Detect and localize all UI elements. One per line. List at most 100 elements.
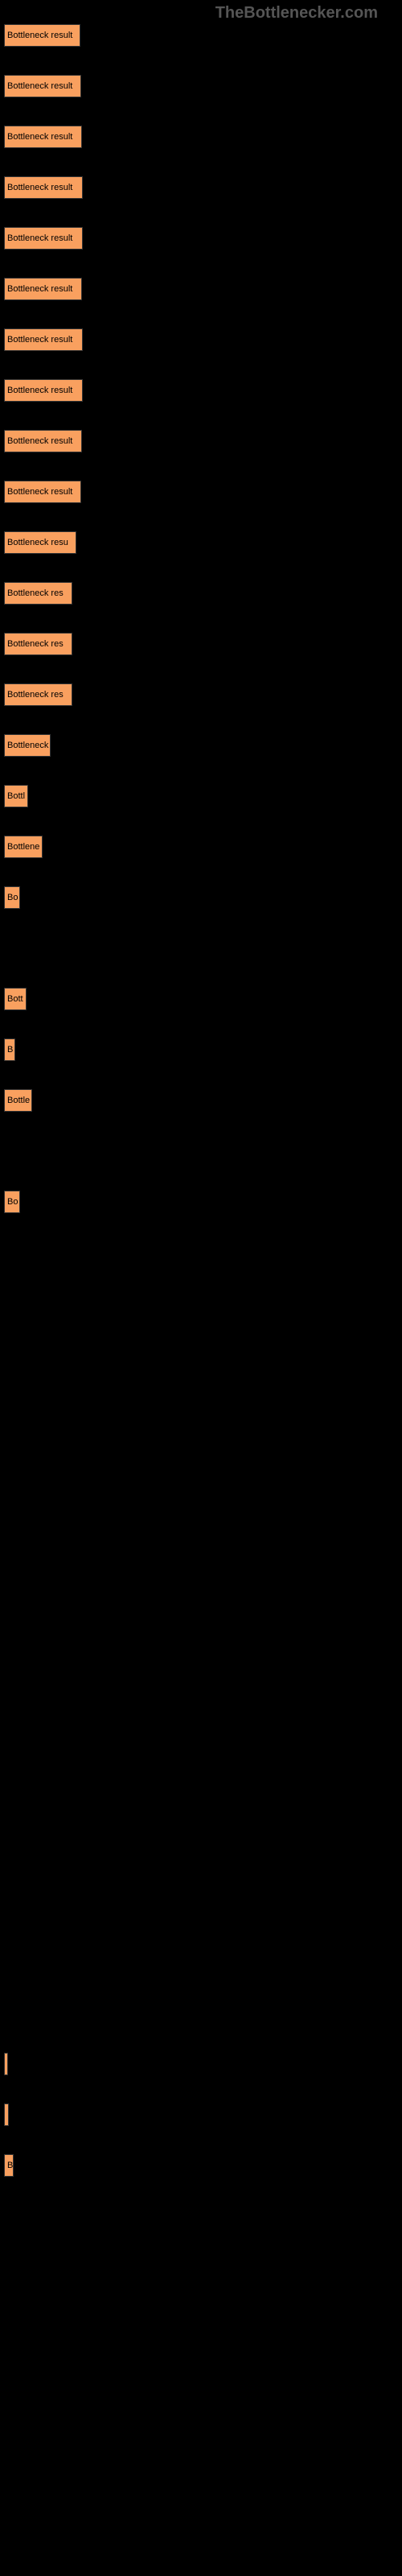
chart-bar: Bottleneck res [4,582,72,605]
bar-label: Bottlene [7,842,39,852]
chart-bar: Bottleneck result [4,75,81,97]
chart-bar: B [4,2154,14,2177]
bar-row [4,2408,402,2430]
bar-label: Bottleneck [7,741,48,750]
bar-row [4,1647,402,1670]
bar-row [4,1292,402,1315]
bar-label: B [7,1045,13,1055]
bar-row [4,1444,402,1467]
chart-bar [4,2103,9,2126]
bar-row: Bottleneck [4,734,402,757]
bar-label: Bottleneck result [7,487,72,497]
chart-bar [4,2053,8,2075]
bar-label: Bottleneck result [7,436,72,446]
bar-row [4,2002,402,2025]
watermark-text: TheBottlenecker.com [215,4,378,23]
bar-row [4,1495,402,1517]
chart-bar: Bottleneck result [4,176,83,199]
bar-row [4,1799,402,1822]
chart-bar: Bottl [4,785,28,807]
bar-label: Bottleneck result [7,31,72,40]
chart-bar: Bottleneck result [4,24,80,47]
bar-label: Bottleneck result [7,81,72,91]
bar-row: Bottleneck result [4,24,402,47]
bar-row [4,1748,402,1771]
bar-label: Bottleneck res [7,588,64,598]
bar-row: Bottleneck result [4,75,402,97]
bar-row [4,2357,402,2380]
chart-bar: Bottleneck result [4,126,82,148]
bar-label: Bottleneck resu [7,538,68,547]
chart-bar: Bottleneck res [4,683,72,706]
bar-row [4,2205,402,2227]
bar-row: B [4,2154,402,2177]
bar-label: Bottleneck res [7,639,64,649]
chart-bar: Bottleneck result [4,379,83,402]
bar-row: Bottle [4,1089,402,1112]
bar-label: Bott [7,994,23,1004]
bar-row: Bott [4,988,402,1010]
bar-label: Bottleneck result [7,183,72,192]
bar-row: Bottleneck result [4,227,402,250]
chart-bar: Bott [4,988,27,1010]
bar-row: Bo [4,886,402,909]
bar-row [4,2103,402,2126]
bar-row [4,1951,402,1974]
chart-bar: B [4,1038,15,1061]
bar-row: Bottleneck result [4,328,402,351]
bar-row [4,1901,402,1923]
chart-bar: Bottleneck result [4,481,81,503]
bar-row [4,1241,402,1264]
bar-row: Bottleneck result [4,481,402,503]
bar-row: Bottleneck res [4,633,402,655]
chart-bar: Bo [4,1191,20,1213]
bar-row [4,2306,402,2329]
chart-bar: Bottleneck res [4,633,72,655]
chart-bar: Bottleneck resu [4,531,76,554]
bar-label: Bo [7,893,18,902]
bar-row: Bottleneck res [4,582,402,605]
bar-row [4,1343,402,1365]
bar-row: B [4,1038,402,1061]
bar-row [4,1850,402,1872]
bar-row: Bottleneck result [4,278,402,300]
bar-row [4,1546,402,1568]
bar-label: Bo [7,1197,18,1207]
bar-row [4,2256,402,2278]
bar-label: Bottleneck result [7,132,72,142]
chart-bar: Bottle [4,1089,32,1112]
bar-row: Bottleneck result [4,176,402,199]
chart-bar: Bo [4,886,20,909]
bar-label: Bottleneck result [7,386,72,395]
bar-row [4,2053,402,2075]
chart-bar: Bottleneck result [4,430,82,452]
bar-row [4,1393,402,1416]
bar-label: Bottleneck result [7,284,72,294]
chart-bar: Bottlene [4,836,43,858]
bar-label: Bottle [7,1096,30,1105]
bar-row: Bo [4,1191,402,1213]
bar-row: Bottleneck res [4,683,402,706]
bar-row [4,1698,402,1720]
bar-row: Bottlene [4,836,402,858]
bar-row [4,937,402,960]
bar-label: B [7,2161,13,2170]
bar-row [4,1140,402,1162]
bar-row: Bottleneck result [4,126,402,148]
chart-bar: Bottleneck result [4,278,82,300]
bar-row: Bottleneck result [4,379,402,402]
bar-row [4,2509,402,2532]
bar-label: Bottl [7,791,25,801]
chart-bar: Bottleneck result [4,328,83,351]
bar-row: Bottleneck resu [4,531,402,554]
chart-bar: Bottleneck result [4,227,83,250]
bar-row [4,1596,402,1619]
bar-label: Bottleneck res [7,690,64,700]
bar-row [4,2458,402,2481]
bar-row: Bottl [4,785,402,807]
bar-label: Bottleneck result [7,335,72,345]
bar-chart: Bottleneck result Bottleneck result Bottle… [0,0,402,2532]
bar-label: Bottleneck result [7,233,72,243]
bar-row: Bottleneck result [4,430,402,452]
chart-bar: Bottleneck [4,734,51,757]
